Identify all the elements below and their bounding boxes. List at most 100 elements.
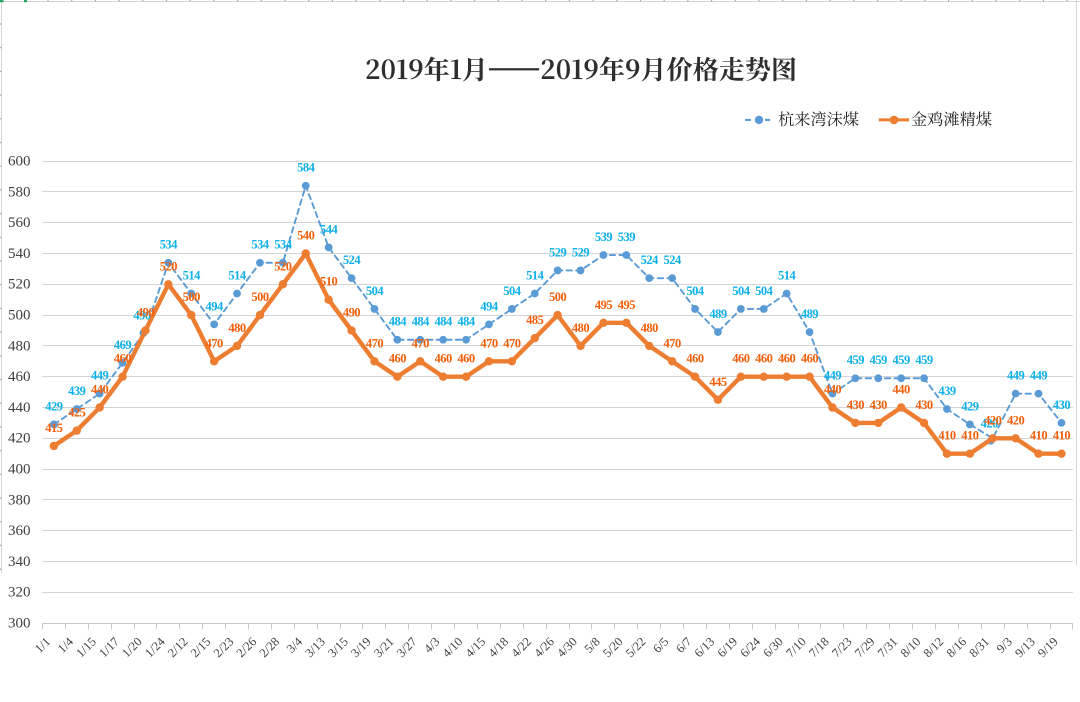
svg-text:410: 410	[1030, 429, 1048, 443]
svg-text:449: 449	[1007, 369, 1025, 383]
svg-text:449: 449	[1030, 369, 1048, 383]
svg-text:580: 580	[8, 184, 31, 200]
svg-text:534: 534	[274, 238, 293, 252]
svg-text:514: 514	[228, 269, 247, 283]
svg-text:460: 460	[801, 352, 819, 366]
svg-text:494: 494	[480, 299, 499, 313]
svg-text:460: 460	[389, 352, 407, 366]
svg-text:484: 484	[457, 315, 476, 329]
svg-text:459: 459	[915, 353, 933, 367]
svg-text:485: 485	[526, 313, 544, 327]
svg-text:540: 540	[8, 246, 31, 262]
svg-text:520: 520	[160, 259, 178, 273]
svg-text:430: 430	[1053, 398, 1071, 412]
svg-text:420: 420	[1007, 413, 1025, 427]
svg-text:410: 410	[961, 429, 979, 443]
svg-text:520: 520	[8, 277, 31, 293]
svg-text:380: 380	[8, 492, 31, 508]
svg-text:449: 449	[824, 369, 842, 383]
svg-text:524: 524	[343, 253, 362, 267]
svg-text:534: 534	[160, 238, 179, 252]
svg-text:460: 460	[114, 352, 132, 366]
svg-text:420: 420	[981, 416, 999, 430]
svg-text:449: 449	[91, 369, 109, 383]
svg-text:504: 504	[732, 284, 751, 298]
svg-text:480: 480	[641, 321, 659, 335]
svg-text:445: 445	[709, 375, 727, 389]
svg-text:470: 470	[366, 336, 384, 350]
svg-text:440: 440	[893, 383, 911, 397]
svg-text:430: 430	[870, 398, 888, 412]
svg-text:504: 504	[686, 284, 705, 298]
svg-text:410: 410	[1053, 429, 1071, 443]
svg-text:514: 514	[526, 269, 545, 283]
svg-text:495: 495	[618, 298, 636, 312]
svg-text:489: 489	[709, 307, 727, 321]
svg-text:484: 484	[389, 315, 408, 329]
svg-text:360: 360	[8, 523, 31, 539]
svg-text:489: 489	[801, 307, 819, 321]
svg-text:439: 439	[938, 384, 956, 398]
svg-text:340: 340	[8, 554, 31, 570]
svg-text:514: 514	[183, 269, 202, 283]
svg-text:420: 420	[984, 413, 1002, 427]
svg-text:320: 320	[8, 585, 31, 601]
svg-text:524: 524	[641, 253, 660, 267]
svg-text:459: 459	[893, 353, 911, 367]
svg-text:430: 430	[915, 398, 933, 412]
svg-text:480: 480	[8, 338, 31, 354]
svg-text:534: 534	[251, 238, 270, 252]
svg-text:430: 430	[847, 398, 865, 412]
svg-text:470: 470	[503, 336, 521, 350]
svg-text:439: 439	[68, 384, 86, 398]
svg-text:490: 490	[133, 309, 151, 323]
svg-text:600: 600	[8, 154, 31, 170]
svg-text:425: 425	[68, 406, 86, 420]
svg-text:504: 504	[755, 284, 774, 298]
svg-text:470: 470	[412, 336, 430, 350]
svg-text:504: 504	[366, 284, 385, 298]
svg-text:524: 524	[664, 253, 683, 267]
svg-text:539: 539	[618, 230, 636, 244]
svg-text:500: 500	[549, 290, 567, 304]
svg-text:470: 470	[480, 336, 498, 350]
svg-text:500: 500	[251, 290, 269, 304]
svg-text:460: 460	[732, 352, 750, 366]
svg-text:460: 460	[778, 352, 796, 366]
svg-text:495: 495	[595, 298, 613, 312]
svg-text:510: 510	[320, 275, 338, 289]
svg-text:460: 460	[755, 352, 773, 366]
svg-text:504: 504	[503, 284, 522, 298]
svg-text:400: 400	[8, 462, 31, 478]
svg-text:540: 540	[297, 229, 315, 243]
svg-text:410: 410	[938, 429, 956, 443]
svg-text:429: 429	[45, 399, 63, 413]
svg-text:500: 500	[8, 308, 31, 324]
svg-text:584: 584	[297, 161, 316, 175]
svg-text:480: 480	[572, 321, 590, 335]
svg-text:440: 440	[91, 383, 109, 397]
svg-text:470: 470	[206, 336, 224, 350]
svg-text:494: 494	[206, 299, 225, 313]
svg-text:500: 500	[183, 290, 201, 304]
svg-text:520: 520	[274, 259, 292, 273]
svg-text:440: 440	[824, 383, 842, 397]
svg-text:529: 529	[572, 245, 590, 259]
svg-text:420: 420	[8, 431, 31, 447]
svg-text:460: 460	[686, 352, 704, 366]
svg-text:460: 460	[435, 352, 453, 366]
svg-text:429: 429	[961, 399, 979, 413]
svg-text:300: 300	[8, 616, 31, 632]
svg-text:459: 459	[847, 353, 865, 367]
svg-text:469: 469	[114, 338, 132, 352]
svg-text:490: 490	[343, 306, 361, 320]
svg-text:484: 484	[435, 315, 454, 329]
svg-text:459: 459	[870, 353, 888, 367]
svg-text:415: 415	[45, 421, 63, 435]
svg-text:490: 490	[137, 306, 155, 320]
svg-text:514: 514	[778, 269, 797, 283]
svg-text:529: 529	[549, 245, 567, 259]
svg-text:480: 480	[228, 321, 246, 335]
svg-text:539: 539	[595, 230, 613, 244]
svg-text:460: 460	[8, 369, 31, 385]
